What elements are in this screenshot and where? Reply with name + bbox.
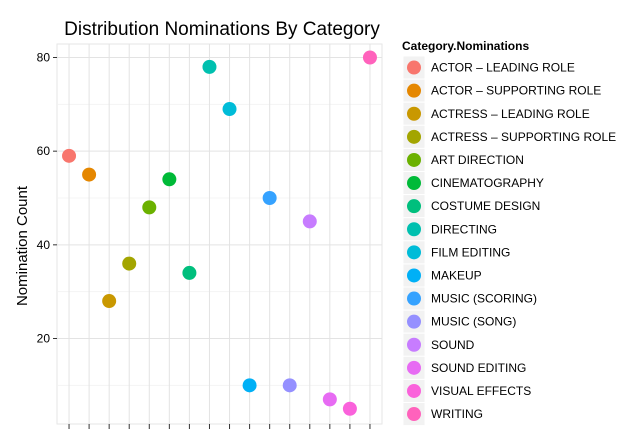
y-axis: 20 40 60 80 xyxy=(37,51,57,346)
data-points xyxy=(62,50,377,416)
legend-label: SOUND xyxy=(431,338,475,352)
legend-swatch xyxy=(407,106,421,121)
data-point xyxy=(202,59,217,74)
legend-label: WRITING xyxy=(431,407,483,421)
legend-label: ACTOR – LEADING ROLE xyxy=(431,61,575,75)
legend-label: FILM EDITING xyxy=(431,245,510,259)
legend-label: MUSIC (SONG) xyxy=(431,315,516,329)
data-point xyxy=(142,200,157,215)
legend-label: ACTOR – SUPPORTING ROLE xyxy=(431,84,601,98)
legend-swatch xyxy=(407,268,421,283)
legend-swatch xyxy=(407,360,421,375)
legend-label: ACTRESS – LEADING ROLE xyxy=(431,107,590,121)
legend-swatch xyxy=(407,176,421,191)
y-tick-label: 80 xyxy=(37,51,51,65)
legend-label: MUSIC (SCORING) xyxy=(431,292,537,306)
data-point xyxy=(282,378,297,393)
legend-label: VISUAL EFFECTS xyxy=(431,384,531,398)
plot-panel xyxy=(56,43,383,425)
legend-swatch xyxy=(407,407,421,422)
legend-label: SOUND EDITING xyxy=(431,361,526,375)
legend-label: MAKEUP xyxy=(431,268,482,282)
legend-swatch xyxy=(407,291,421,306)
legend-swatch xyxy=(407,314,421,329)
data-point xyxy=(62,148,77,163)
data-point xyxy=(82,167,97,182)
data-point xyxy=(362,50,377,65)
legend-label: ACTRESS – SUPPORTING ROLE xyxy=(431,130,616,144)
data-point xyxy=(222,102,237,117)
legend-swatch xyxy=(407,222,421,237)
data-point xyxy=(122,256,137,271)
legend-label: COSTUME DESIGN xyxy=(431,199,540,213)
data-point xyxy=(342,401,357,416)
y-tick-label: 20 xyxy=(37,332,51,346)
x-axis xyxy=(68,424,371,429)
panel-background xyxy=(56,43,383,425)
legend-swatch xyxy=(407,337,421,352)
legend-title: Category.Nominations xyxy=(402,39,529,53)
legend-swatch xyxy=(407,152,421,167)
y-tick-label: 40 xyxy=(37,238,51,252)
legend-swatch xyxy=(407,245,421,260)
legend-label: CINEMATOGRAPHY xyxy=(431,176,544,190)
legend-swatch xyxy=(407,129,421,144)
chart-title: Distribution Nominations By Category xyxy=(64,19,380,40)
legend-label: DIRECTING xyxy=(431,222,497,236)
y-tick-label: 60 xyxy=(37,144,51,158)
data-point xyxy=(322,392,337,407)
legend-swatch xyxy=(407,383,421,398)
legend-swatch xyxy=(407,83,421,98)
data-point xyxy=(242,378,257,393)
y-axis-label: Nomination Count xyxy=(14,185,31,306)
data-point xyxy=(182,265,197,280)
legend-swatch xyxy=(407,60,421,75)
legend: Category.Nominations ACTOR – LEADING ROL… xyxy=(402,39,616,427)
data-point xyxy=(302,214,317,229)
legend-label: ART DIRECTION xyxy=(431,153,524,167)
data-point xyxy=(162,172,177,187)
data-point xyxy=(262,191,277,205)
data-point xyxy=(102,294,117,309)
legend-swatch xyxy=(407,199,421,214)
